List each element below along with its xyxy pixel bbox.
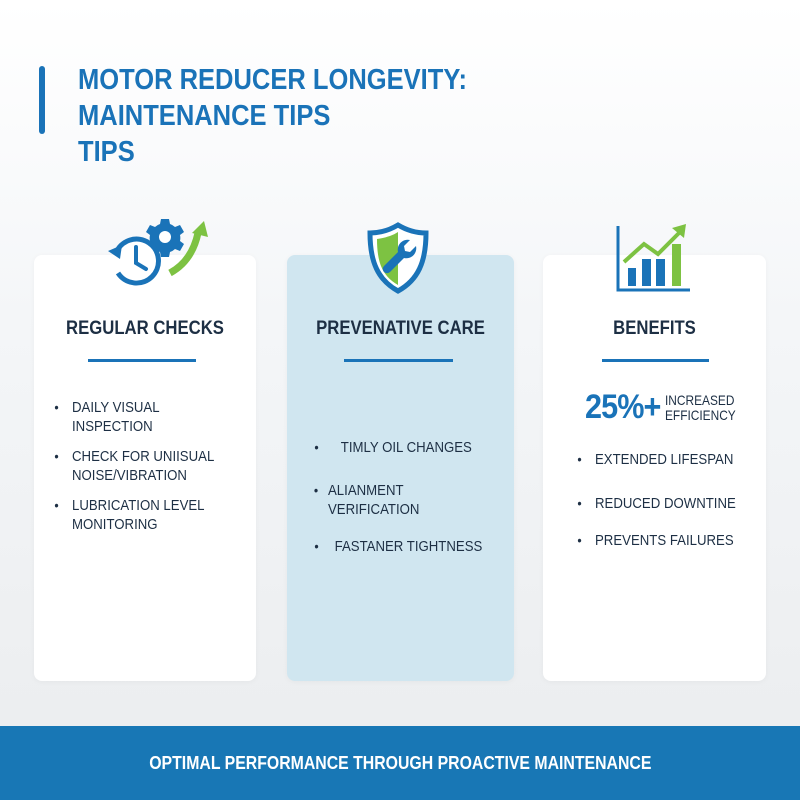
stat-value: 25%+ xyxy=(585,388,661,426)
card-title-regular-checks: REGULAR CHECKS xyxy=(66,318,224,339)
title-accent-bar xyxy=(39,66,45,134)
card-title-preventative-care: PREVENATIVE CARE xyxy=(316,318,485,339)
stat-label: INCREASED EFFICIENCY xyxy=(664,391,736,423)
title-line-2: MAINTENANCE TIPS xyxy=(78,100,331,132)
list-item: • DAILY VISUAL INSPECTION xyxy=(54,399,160,435)
list-item: • REDUCED DOWNTINE xyxy=(577,495,736,512)
shield-wrench-icon xyxy=(367,222,429,294)
list-item: • CHECK FOR UNIISUAL NOISE/VIBRATION xyxy=(54,448,214,484)
card-title-benefits: BENEFITS xyxy=(613,318,696,339)
card-title-underline xyxy=(344,359,453,362)
benefits-list: • EXTENDED LIFESPAN • REDUCED DOWNTINE • PR… xyxy=(577,450,765,550)
card-title-underline xyxy=(602,359,709,362)
card-benefits xyxy=(543,255,766,681)
card-preventative-care xyxy=(287,255,514,681)
list-item: • EXTENDED LIFESPAN xyxy=(577,451,734,468)
list-item: • ALIANMENT VERIFICATION xyxy=(313,482,420,518)
card-regular-checks xyxy=(34,255,256,681)
footer-banner: OPTIMAL PERFORMANCE THROUGH PROACTIVE MA… xyxy=(0,726,800,800)
list-item: • TIMLY OIL CHANGES xyxy=(314,439,472,456)
list-item: • LUBRICATION LEVEL MONITORING xyxy=(54,497,205,533)
title-line-3: TIPS xyxy=(78,136,135,168)
clock-gear-arrow-icon xyxy=(108,219,208,286)
preventative-care-list: • TIMLY OIL CHANGES • ALIANMENT VERIFICATI… xyxy=(314,438,512,556)
regular-checks-list: • DAILY VISUAL INSPECTION • CHECK FOR UNII… xyxy=(54,398,252,534)
page-title: MOTOR REDUCER LONGEVITY: MAINTENANCE TIP… xyxy=(78,62,467,170)
efficiency-stat: 25%+ INCREASED EFFICIENCY xyxy=(585,388,748,427)
title-line-1: MOTOR REDUCER LONGEVITY: xyxy=(78,64,467,96)
bar-chart-growth-icon xyxy=(616,224,690,292)
footer-tagline: OPTIMAL PERFORMANCE THROUGH PROACTIVE MA… xyxy=(148,752,652,773)
list-item: • PREVENTS FAILURES xyxy=(577,532,734,549)
card-title-underline xyxy=(88,359,196,362)
list-item: • FASTANER TIGHTNESS xyxy=(314,538,483,555)
